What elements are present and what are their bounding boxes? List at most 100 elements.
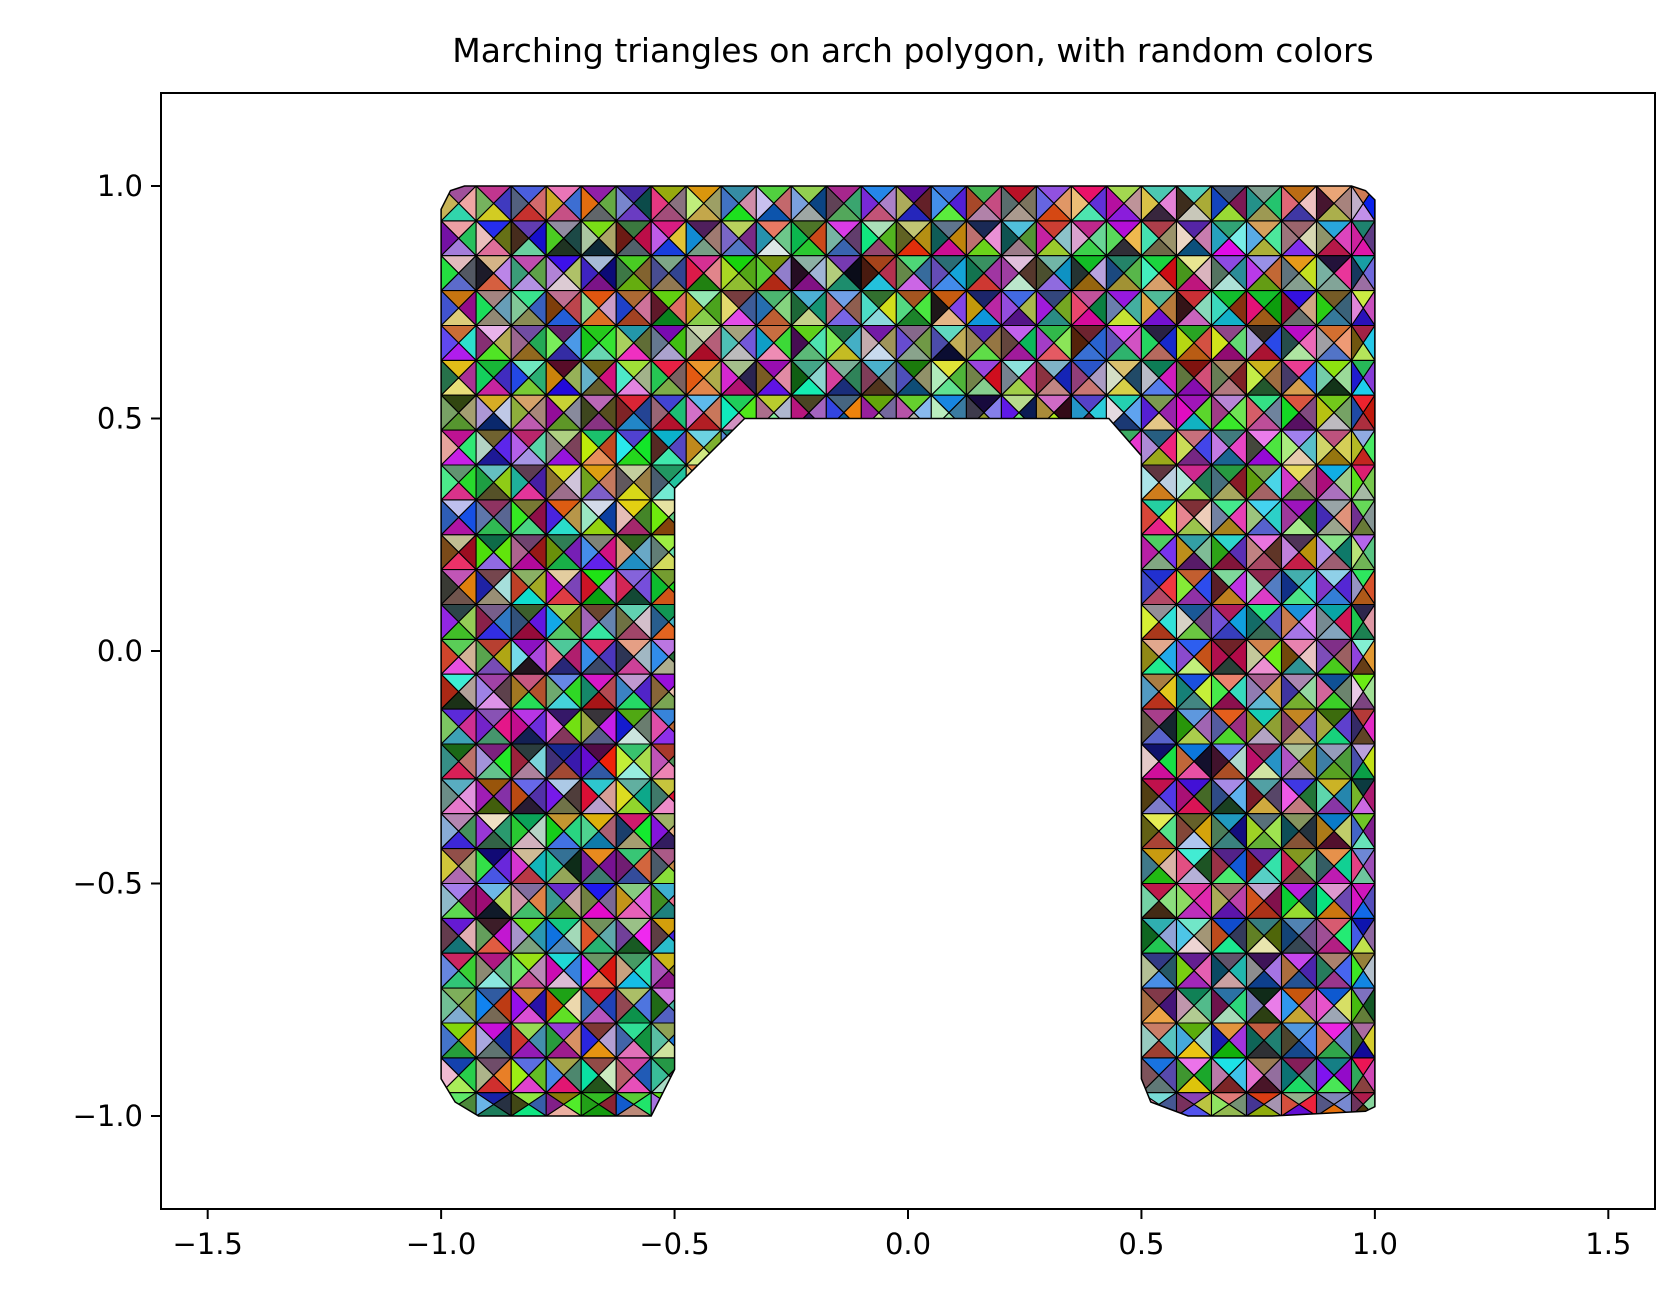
mesh-triangle (510, 186, 530, 222)
mesh-triangle (475, 534, 495, 571)
mesh-triangle (1210, 186, 1230, 222)
mesh-triangle (545, 848, 565, 885)
mesh-triangle (475, 569, 495, 606)
mesh-triangle (1210, 743, 1230, 780)
mesh-triangle (1210, 917, 1230, 954)
mesh-triangle (1140, 394, 1160, 431)
mesh-triangle (1280, 603, 1300, 640)
mesh-triangle (1140, 220, 1160, 257)
mesh-triangle (1315, 882, 1335, 919)
mesh-triangle (1280, 359, 1300, 396)
mesh-triangle (1245, 778, 1265, 815)
mesh-triangle (1280, 429, 1300, 466)
mesh-triangle (475, 290, 495, 327)
mesh-triangle (475, 324, 495, 361)
mesh-triangle (1350, 882, 1364, 919)
mesh-triangle (615, 1092, 635, 1116)
mesh-triangle (1070, 186, 1090, 222)
mesh-triangle (650, 359, 670, 396)
mesh-triangle (510, 952, 530, 989)
mesh-triangle (1350, 534, 1364, 571)
mesh-triangle (720, 359, 740, 396)
mesh-triangle (1315, 394, 1335, 431)
mesh-triangle (475, 499, 495, 536)
mesh-triangle (965, 324, 985, 361)
mesh-triangle (441, 394, 460, 431)
mesh-triangle (1350, 778, 1364, 815)
mesh-triangle (1315, 220, 1335, 257)
mesh-triangle (1245, 569, 1265, 606)
mesh-triangle (615, 813, 635, 850)
mesh-triangle (1245, 220, 1265, 257)
mesh-triangle (510, 882, 530, 919)
mesh-triangle (441, 987, 460, 1024)
mesh-triangle (580, 987, 600, 1024)
mesh-triangle (1140, 255, 1160, 292)
mesh-triangle (441, 882, 460, 919)
mesh-triangle (1175, 987, 1195, 1024)
mesh-triangle (930, 359, 950, 396)
mesh-triangle (441, 778, 460, 815)
mesh-triangle (1070, 359, 1090, 396)
mesh-triangle (1035, 220, 1055, 257)
mesh-triangle (580, 220, 600, 257)
mesh-triangle (1280, 813, 1300, 850)
mesh-triangle (1280, 324, 1300, 361)
mesh-triangle (685, 290, 705, 327)
mesh-triangle (1315, 778, 1335, 815)
mesh-triangle (1350, 708, 1364, 745)
mesh-triangle (1175, 673, 1195, 710)
mesh-triangle (895, 359, 915, 396)
mesh-triangle (650, 813, 670, 850)
mesh-triangle (615, 220, 635, 257)
mesh-triangle (1315, 952, 1335, 989)
mesh-triangle (545, 290, 565, 327)
mesh-triangle (1070, 290, 1090, 327)
mesh-triangle (930, 324, 950, 361)
mesh-triangle (475, 778, 495, 815)
mesh-triangle (790, 324, 810, 361)
mesh-triangle (1210, 708, 1230, 745)
mesh-triangle (1245, 499, 1265, 536)
mesh-triangle (615, 603, 635, 640)
mesh-triangle (545, 708, 565, 745)
mesh-triangle (860, 290, 880, 327)
mesh-triangle (1245, 186, 1265, 222)
mesh-triangle (1035, 186, 1055, 222)
mesh-triangle (475, 429, 495, 466)
mesh-triangle (1350, 220, 1364, 257)
mesh-triangle (580, 1057, 600, 1094)
mesh-triangle (1280, 1057, 1300, 1094)
mesh-triangle (580, 743, 600, 780)
mesh-triangle (1245, 290, 1265, 327)
mesh-triangle (545, 569, 565, 606)
mesh-triangle (650, 952, 670, 989)
mesh-triangle (1175, 813, 1195, 850)
mesh-triangle (1175, 638, 1195, 675)
mesh-triangle (510, 290, 530, 327)
mesh-triangle (650, 186, 670, 222)
mesh-triangle (685, 359, 705, 396)
mesh-triangle (650, 708, 670, 745)
mesh-triangle (475, 359, 495, 396)
mesh-triangle (1210, 952, 1230, 989)
mesh-triangle (1350, 429, 1364, 466)
mesh-triangle (475, 882, 495, 919)
mesh-triangle (510, 813, 530, 850)
mesh-triangle (441, 848, 460, 885)
mesh-triangle (1175, 1057, 1195, 1094)
mesh-triangle (1280, 394, 1300, 431)
mesh-triangle (1315, 708, 1335, 745)
mesh-triangle (1000, 255, 1020, 292)
x-axis: −1.5 −1.0 −0.5 0.0 0.5 1.0 1.5 (172, 1209, 1631, 1261)
mesh-triangle (1315, 464, 1335, 501)
mesh-triangle (615, 569, 635, 606)
mesh-triangle (1035, 324, 1055, 361)
mesh-triangle (580, 1092, 600, 1116)
mesh-triangle (1315, 638, 1335, 675)
mesh-triangle (441, 499, 460, 536)
mesh-triangle (1350, 603, 1364, 640)
mesh-triangle (1280, 569, 1300, 606)
mesh-triangle (1210, 359, 1230, 396)
